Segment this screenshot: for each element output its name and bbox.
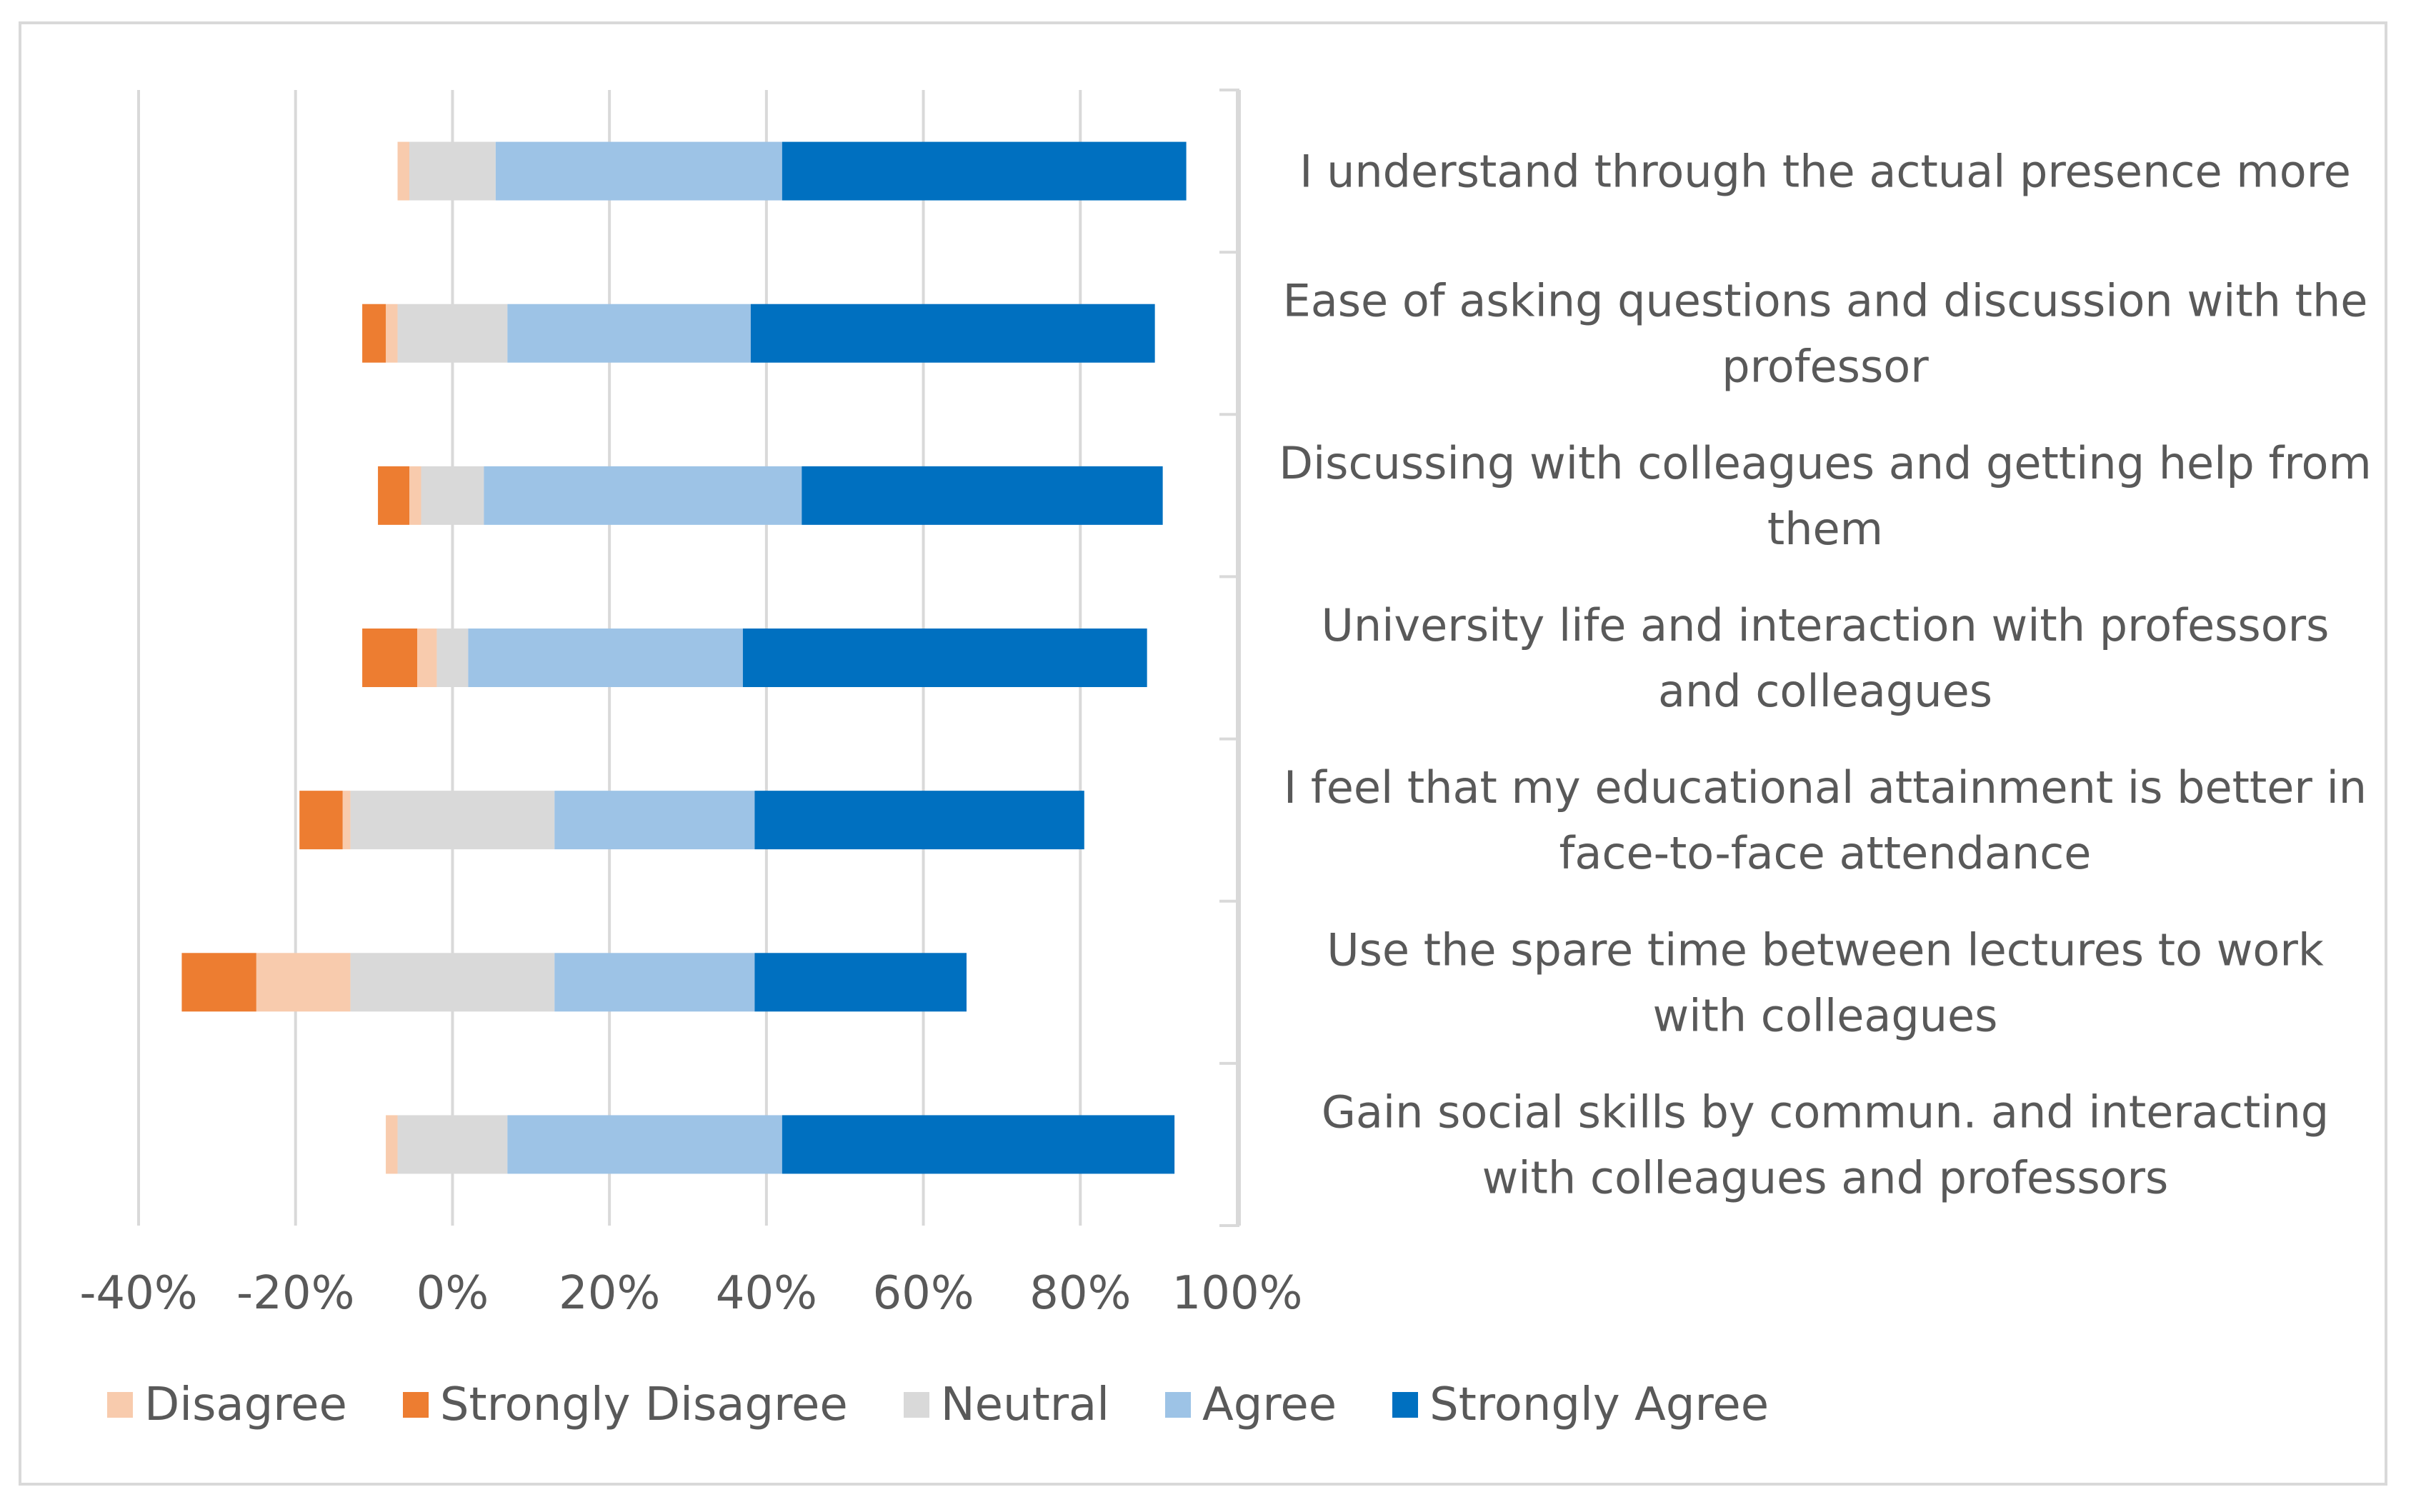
legend-label-strongly-disagree: Strongly Disagree: [439, 1378, 848, 1431]
bar-disagree: [386, 304, 398, 363]
bar-agree: [554, 953, 755, 1012]
category-label: professor: [1722, 341, 1929, 393]
legend-item-strongly-agree: Strongly Agree: [1392, 1378, 1769, 1431]
bar-strongly-disagree: [378, 466, 410, 525]
legend-label-strongly-agree: Strongly Agree: [1429, 1378, 1769, 1431]
bar-strongly-agree: [754, 953, 967, 1012]
bar-neutral: [350, 953, 555, 1012]
x-tick-label: 80%: [1029, 1267, 1131, 1320]
category-label: University life and interaction with pro…: [1322, 599, 2330, 651]
x-tick-label: -20%: [236, 1267, 354, 1320]
legend-label-agree: Agree: [1202, 1378, 1337, 1431]
bar-neutral: [409, 141, 496, 201]
x-tick-label: 20%: [559, 1267, 660, 1320]
legend-swatch-strongly-disagree: [402, 1392, 429, 1418]
bar-strongly-agree: [782, 141, 1187, 201]
legend-swatch-agree: [1165, 1392, 1191, 1418]
bar-strongly-disagree: [181, 953, 256, 1012]
category-label: face-to-face attendance: [1559, 827, 2092, 879]
bar-disagree: [342, 791, 351, 850]
bar-agree: [507, 1115, 782, 1174]
category-label: with colleagues and professors: [1482, 1151, 2169, 1203]
legend-label-neutral: Neutral: [940, 1378, 1109, 1431]
legend-item-agree: Agree: [1165, 1378, 1337, 1431]
bar-strongly-agree: [754, 791, 1084, 850]
bar-agree: [484, 466, 802, 525]
bar-strongly-agree: [742, 629, 1147, 687]
category-label: them: [1767, 503, 1883, 555]
category-label: Ease of asking questions and discussion …: [1283, 275, 2368, 327]
bar-disagree: [386, 1115, 398, 1174]
bar-strongly-agree: [802, 466, 1163, 525]
legend-item-strongly-disagree: Strongly Disagree: [402, 1378, 848, 1431]
bar-agree: [495, 141, 782, 201]
legend-label-disagree: Disagree: [144, 1378, 347, 1431]
bar-disagree: [409, 466, 421, 525]
bar-neutral: [421, 466, 484, 525]
bar-neutral: [397, 1115, 508, 1174]
category-label: and colleagues: [1658, 665, 1992, 717]
legend-item-neutral: Neutral: [903, 1378, 1109, 1431]
category-label: I understand through the actual presence…: [1299, 146, 2351, 198]
x-tick-label: -40%: [79, 1267, 197, 1320]
bar-disagree: [397, 141, 410, 201]
x-tick-label: 0%: [416, 1267, 489, 1320]
legend: Disagree Strongly Disagree Neutral Agree…: [107, 1378, 1825, 1431]
category-label: with colleagues: [1653, 989, 1998, 1041]
bar-agree: [554, 791, 755, 850]
legend-swatch-strongly-agree: [1392, 1392, 1419, 1418]
x-tick-label: 100%: [1172, 1267, 1303, 1320]
category-label: I feel that my educational attainment is…: [1284, 761, 2367, 813]
category-label: Use the spare time between lectures to w…: [1327, 923, 2324, 976]
bar-agree: [468, 629, 743, 687]
bar-disagree: [256, 953, 351, 1012]
category-label: Gain social skills by commun. and intera…: [1322, 1086, 2329, 1138]
legend-swatch-disagree: [107, 1392, 133, 1418]
chart-frame: [19, 21, 2387, 1486]
x-tick-label: 40%: [716, 1267, 817, 1320]
legend-item-disagree: Disagree: [107, 1378, 347, 1431]
bar-neutral: [350, 791, 555, 850]
bar-agree: [507, 304, 751, 363]
legend-swatch-neutral: [903, 1392, 929, 1418]
bar-strongly-disagree: [362, 304, 386, 363]
bar-neutral: [436, 629, 469, 687]
bar-strongly-disagree: [299, 791, 343, 850]
bar-disagree: [416, 629, 437, 687]
bar-neutral: [397, 304, 508, 363]
bar-strongly-agree: [782, 1115, 1175, 1174]
category-label: Discussing with colleagues and getting h…: [1279, 437, 2372, 489]
bar-strongly-agree: [750, 304, 1155, 363]
x-tick-label: 60%: [872, 1267, 974, 1320]
bar-strongly-disagree: [362, 629, 417, 687]
